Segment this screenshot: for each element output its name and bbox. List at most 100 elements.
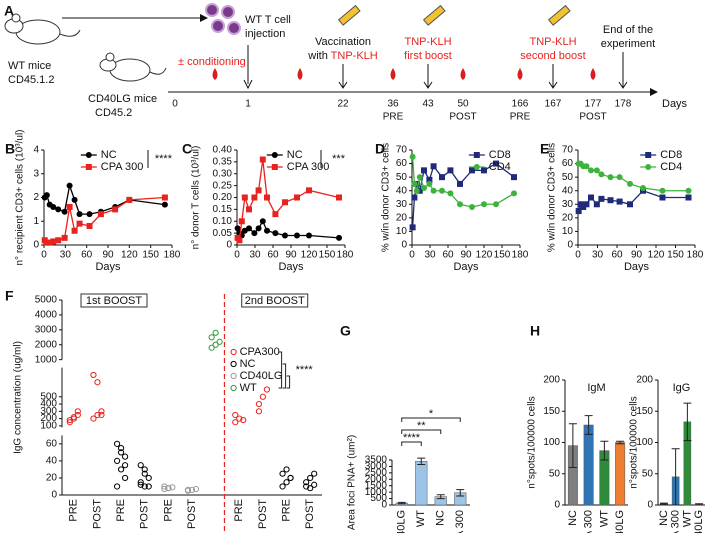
- marker: [598, 171, 605, 178]
- point: [137, 479, 144, 486]
- point: [117, 466, 125, 473]
- y-tick-label: 0: [647, 500, 653, 511]
- bracket: [401, 441, 422, 446]
- x-axis-label: Days: [278, 261, 304, 273]
- marker: [685, 187, 692, 194]
- y-tick-label: 500: [370, 493, 387, 504]
- significance: *: [429, 408, 434, 420]
- error-bar: [695, 503, 704, 506]
- bracket: [401, 429, 442, 434]
- label: experiment: [601, 38, 655, 50]
- marker: [588, 194, 594, 201]
- point: [70, 414, 77, 421]
- legend-label: CPA 300: [101, 161, 144, 173]
- y-tick-label: 60: [396, 158, 408, 169]
- point: [98, 408, 105, 415]
- marker: [469, 167, 475, 174]
- legend-marker: [645, 152, 652, 158]
- y-tick-label: 4: [33, 145, 39, 156]
- timepoint: 22: [337, 99, 349, 110]
- x-tick-label: CD40LG: [693, 510, 705, 533]
- legend-label: CPA300: [240, 346, 280, 358]
- marker: [282, 199, 288, 206]
- point: [141, 466, 148, 473]
- legend-label: CPA 300: [287, 161, 330, 173]
- y-axis-label: % w/in donor CD3+ cells: [547, 143, 558, 252]
- y-tick-label: 0: [51, 490, 57, 501]
- marker: [616, 198, 623, 205]
- x-tick-label: 60: [267, 250, 279, 261]
- point: [66, 419, 73, 426]
- x-tick-label: 30: [592, 250, 604, 261]
- y-tick-label: 150: [543, 406, 560, 417]
- x-tick-label: 90: [285, 250, 297, 261]
- legend-marker: [230, 384, 237, 392]
- label: TNP-KLH: [404, 36, 451, 48]
- significance: **: [417, 420, 426, 432]
- point: [117, 445, 125, 452]
- marker: [234, 225, 241, 232]
- legend-marker: [645, 164, 652, 170]
- marker: [430, 187, 437, 194]
- marker: [469, 204, 475, 210]
- y-tick-label: 100: [40, 421, 57, 432]
- x-tick-label: CPA 300: [670, 510, 682, 533]
- error-bar: [397, 501, 406, 505]
- label: TNP-KLH: [529, 36, 576, 48]
- point: [117, 449, 125, 456]
- point: [232, 411, 239, 419]
- timepoint: 0: [172, 99, 178, 110]
- y-tick-label: 3: [33, 168, 39, 179]
- x-tick-label: 0: [41, 250, 47, 261]
- marker: [126, 196, 133, 203]
- marker: [511, 190, 517, 197]
- label: End of the: [603, 24, 653, 36]
- label: with: [307, 50, 328, 62]
- point: [259, 393, 267, 400]
- marker: [430, 163, 437, 170]
- y-tick-label: 50: [396, 172, 408, 183]
- legend-label: CD8: [660, 149, 682, 161]
- x-tick-label: 180: [337, 250, 354, 261]
- label: first boost: [404, 50, 452, 62]
- y-axis-label: Area foci PNA+ (um²): [347, 435, 358, 530]
- error-bar: [616, 440, 625, 445]
- timepoint: 177: [585, 99, 602, 110]
- label: Vaccination: [315, 36, 371, 48]
- point: [161, 483, 168, 490]
- point: [216, 338, 223, 345]
- bar: [415, 461, 428, 506]
- y-tick-label: 50: [562, 172, 574, 183]
- label: CD40LG mice: [88, 93, 157, 105]
- point: [74, 408, 81, 415]
- mouse-icon: [99, 52, 167, 82]
- y-tick-label: 40: [46, 456, 58, 467]
- x-tick-label: NC: [435, 510, 447, 526]
- x-tick-label: 120: [301, 250, 318, 261]
- sample-label: PRE: [510, 112, 531, 123]
- y-tick-label: 3500: [365, 455, 388, 466]
- point: [208, 334, 215, 341]
- marker: [259, 156, 266, 163]
- y-tick-label: 0.20: [213, 192, 233, 203]
- point: [303, 483, 310, 490]
- marker: [251, 230, 258, 237]
- x-tick-label: 150: [319, 250, 336, 261]
- y-tick-label: 1000: [365, 487, 388, 498]
- label: CD45.2: [95, 107, 132, 119]
- x-tick-label: PRE: [233, 499, 245, 522]
- marker: [659, 194, 666, 201]
- y-tick-label: 10: [562, 226, 574, 237]
- x-axis-label: Days: [624, 261, 650, 273]
- marker: [627, 201, 633, 208]
- marker: [55, 237, 62, 244]
- y-tick-label: 50: [642, 468, 654, 479]
- x-tick-label: 150: [142, 250, 159, 261]
- y-tick-label: 0: [381, 500, 387, 511]
- mouse-icon: [4, 13, 81, 45]
- x-axis-label: Days: [95, 261, 121, 273]
- marker: [259, 218, 266, 225]
- marker: [607, 197, 614, 204]
- x-tick-label: POST: [257, 499, 269, 529]
- y-tick-label: 4000: [35, 310, 58, 321]
